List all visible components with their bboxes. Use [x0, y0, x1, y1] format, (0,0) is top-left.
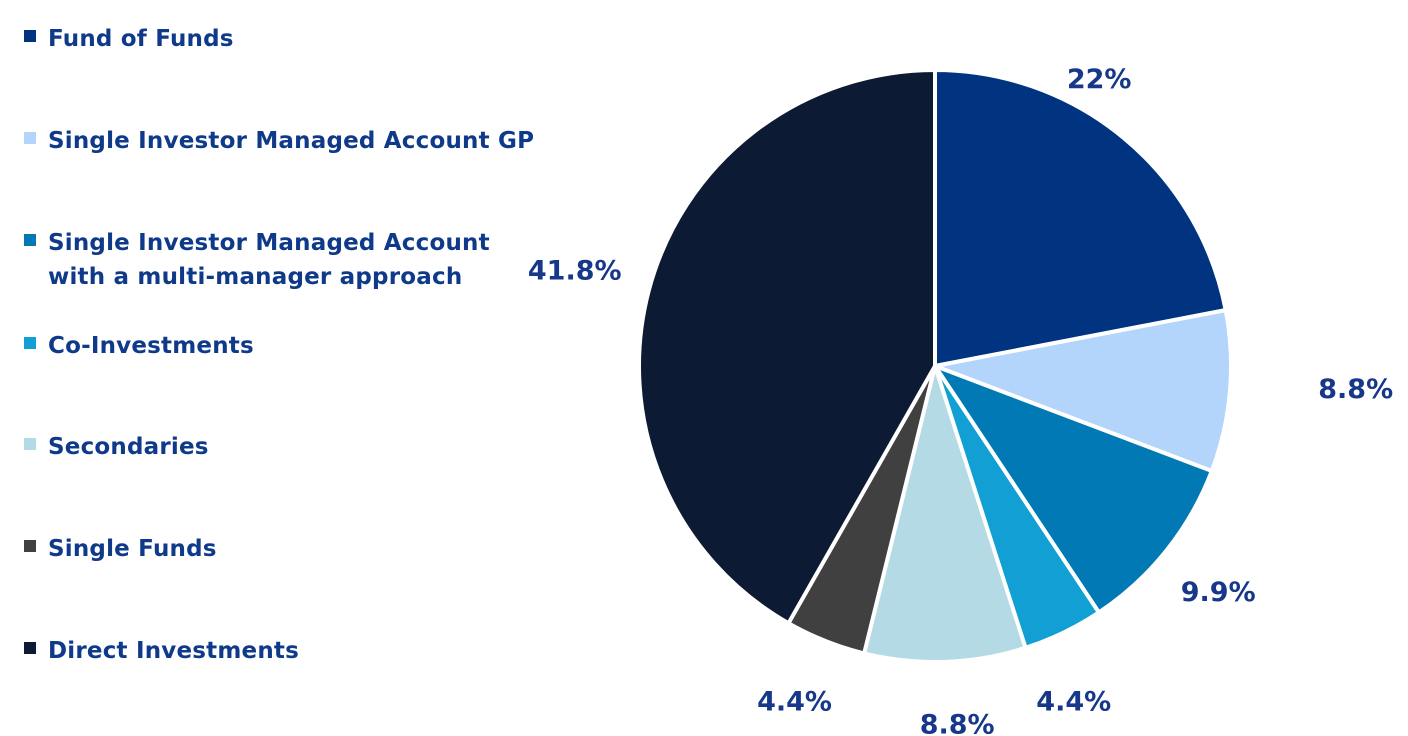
legend-label: Secondaries — [48, 434, 209, 460]
legend-label: Single Funds — [48, 536, 217, 562]
pie-value-label: 8.8% — [920, 709, 995, 736]
legend-swatch — [24, 337, 36, 349]
legend-item-single-investor-managed-account-multi-manager: Single Investor Managed Account with a m… — [24, 226, 490, 294]
legend-item-direct-investments: Direct Investments — [24, 634, 299, 668]
pie-value-label: 4.4% — [757, 686, 832, 717]
pie-slice-secondaries — [862, 364, 1028, 664]
legend-label: Single Investor Managed Account with a m… — [48, 230, 490, 290]
legend-swatch — [24, 540, 36, 552]
pie-slice-single-investor-managed-account-gp — [933, 308, 1233, 473]
pie-slices — [637, 68, 1233, 664]
legend-swatch — [24, 234, 36, 246]
legend-swatch — [24, 30, 36, 42]
pie-value-label: 4.4% — [1036, 687, 1111, 718]
legend-item-co-investments: Co-Investments — [24, 329, 254, 363]
legend-label: Direct Investments — [48, 638, 299, 664]
legend-item-single-funds: Single Funds — [24, 532, 217, 566]
legend-swatch — [24, 132, 36, 144]
pie-slice-single-investor-managed-account-with-a-multi-manager-approach — [933, 364, 1214, 615]
pie-value-label: 9.9% — [1181, 577, 1256, 608]
legend-item-single-investor-managed-account-gp: Single Investor Managed Account GP — [24, 124, 534, 158]
pie-value-label: 22% — [1067, 64, 1132, 95]
legend-swatch — [24, 438, 36, 450]
legend-label: Single Investor Managed Account GP — [48, 128, 535, 154]
legend-swatch — [24, 642, 36, 654]
pie-value-label: 41.8% — [528, 255, 622, 286]
pie-slice-fund-of-funds — [933, 68, 1228, 368]
chart-legend: Fund of Funds Single Investor Managed Ac… — [0, 0, 600, 736]
pie-slice-direct-investments — [637, 68, 937, 626]
legend-item-fund-of-funds: Fund of Funds — [24, 22, 234, 56]
legend-item-secondaries: Secondaries — [24, 430, 209, 464]
pie-value-labels: 22% 8.8% 9.9% 4.4% 8.8% 4.4% 41.8% — [528, 64, 1393, 736]
pie-value-label: 8.8% — [1318, 374, 1393, 405]
legend-label: Fund of Funds — [48, 26, 234, 52]
legend-label: Co-Investments — [48, 333, 254, 359]
